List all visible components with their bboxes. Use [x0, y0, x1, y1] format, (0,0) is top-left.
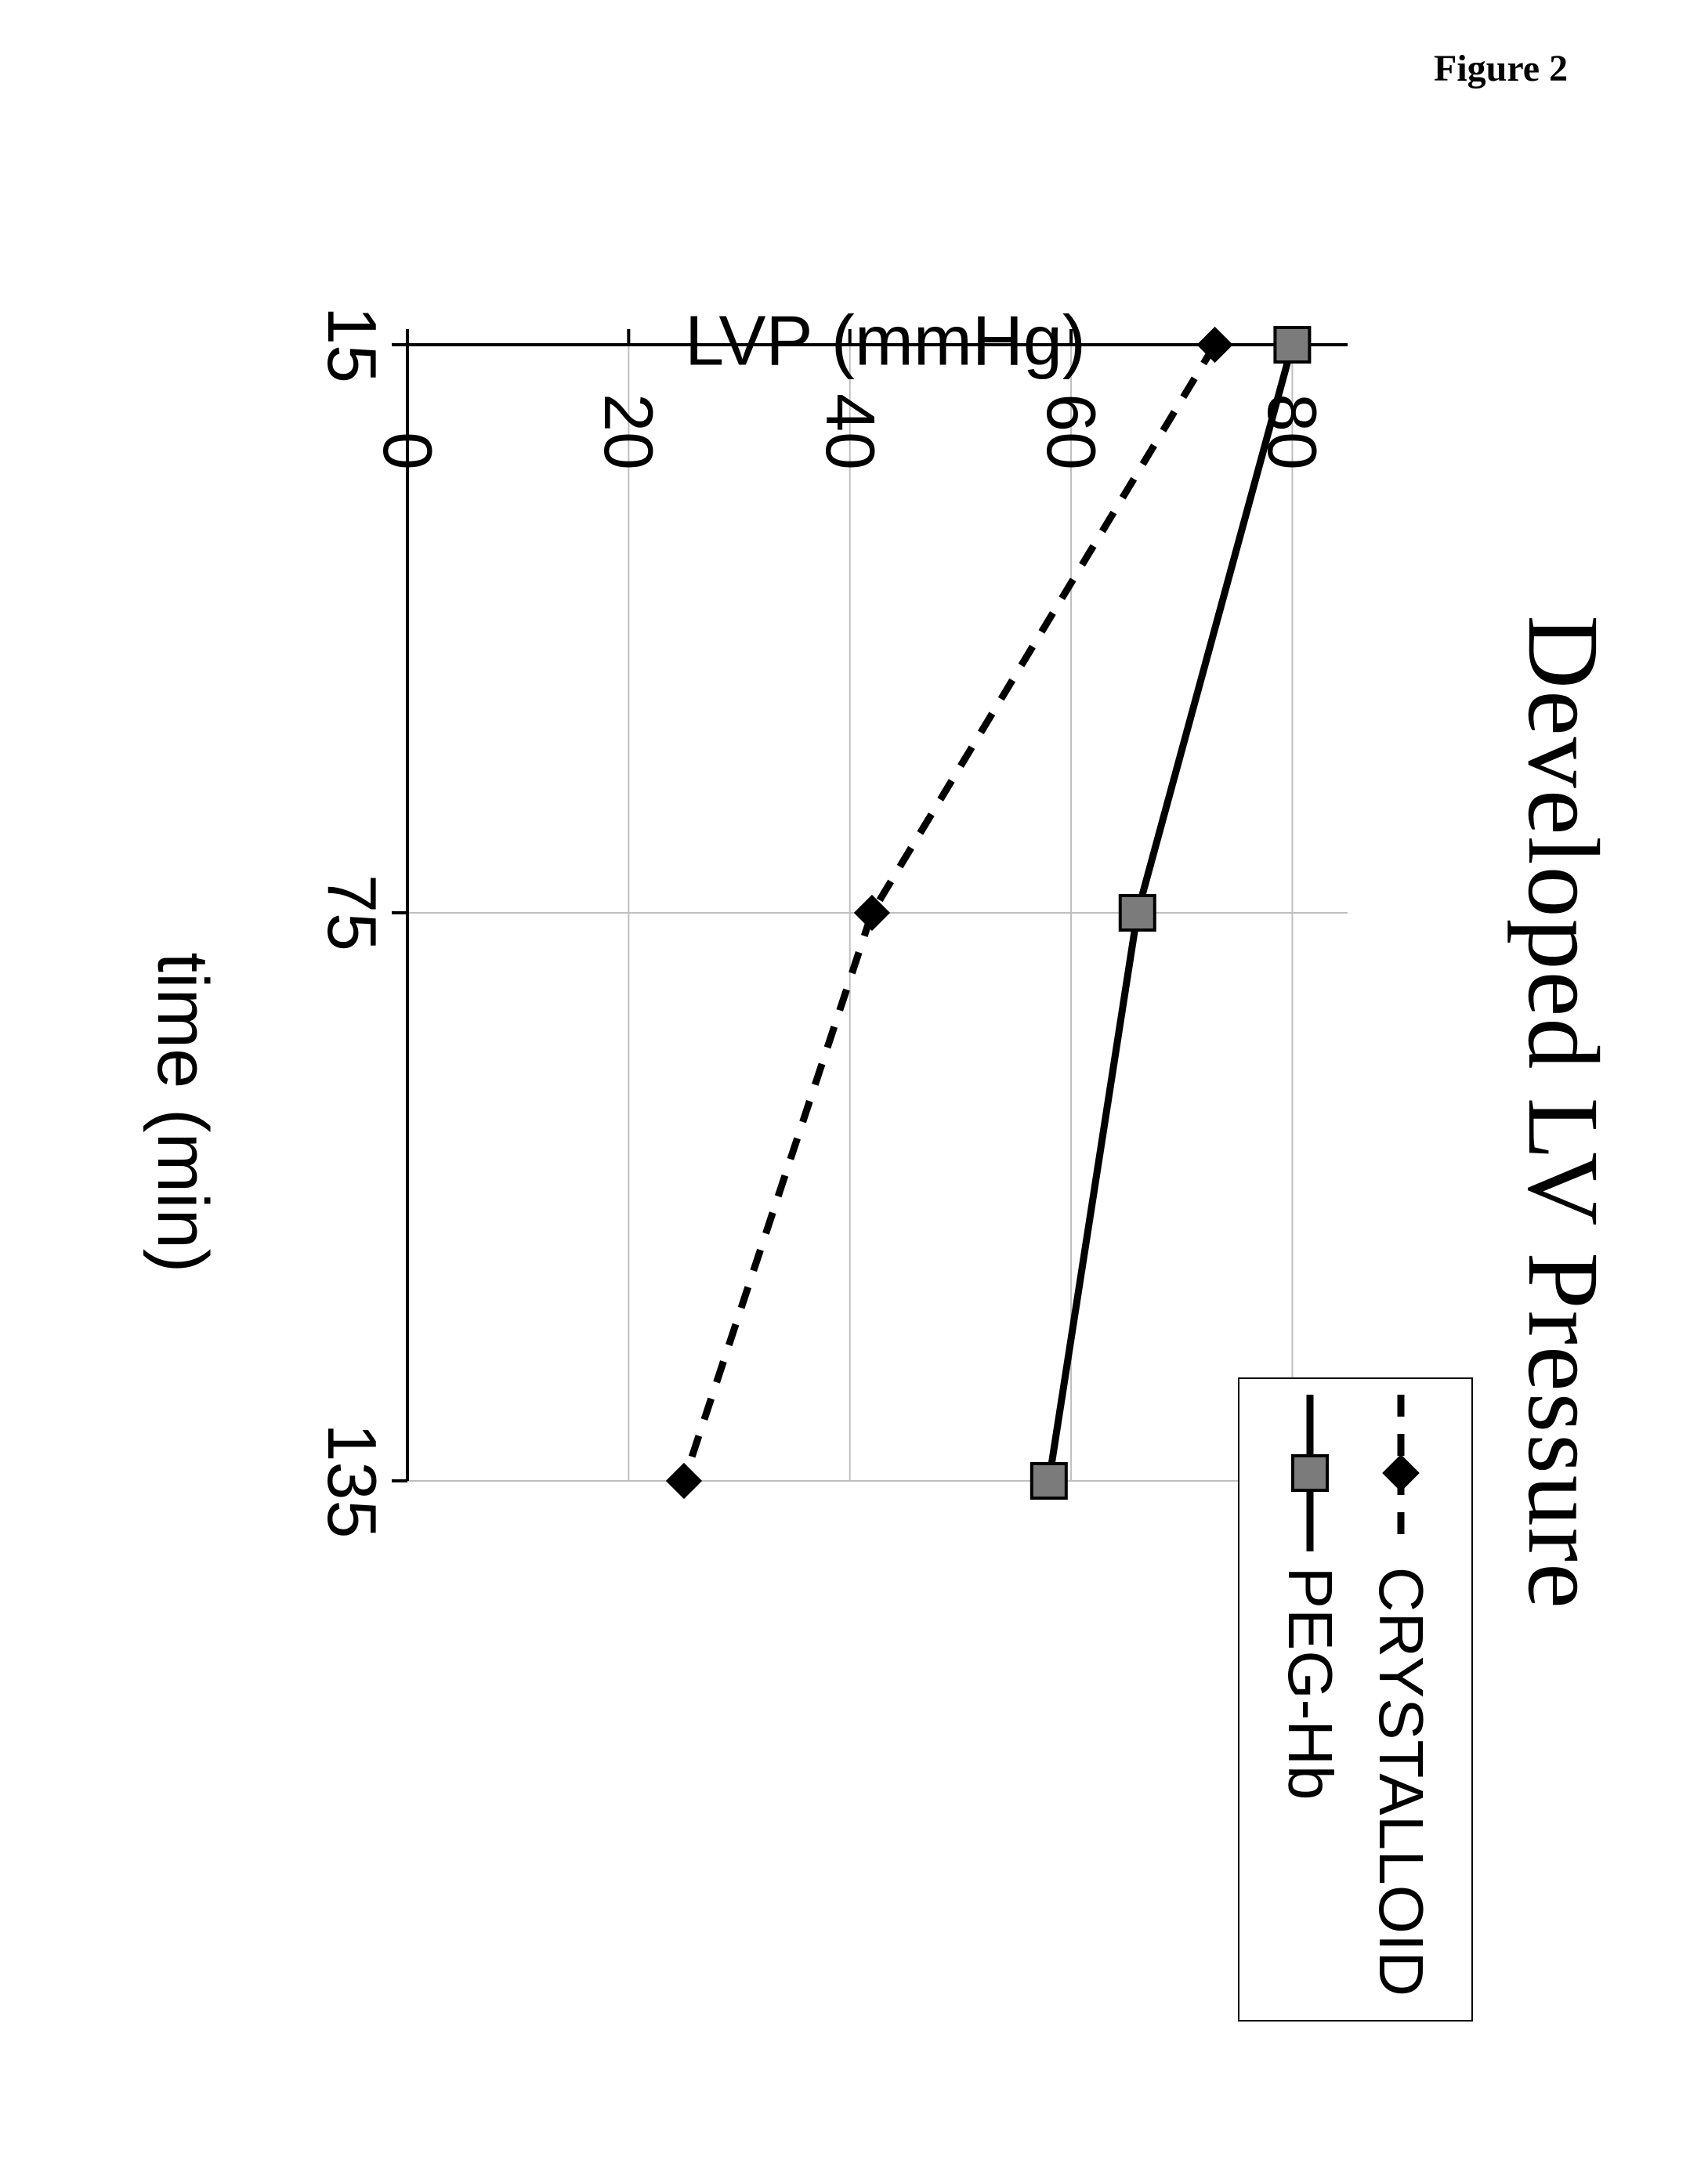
- page: Figure 2 Developed LV Pressure LVP (mmHg…: [0, 0, 1708, 2179]
- chart-title: Developed LV Pressure: [1504, 133, 1622, 2092]
- figure-caption: Figure 2: [1434, 47, 1568, 90]
- y-tick-label: 60: [1031, 345, 1111, 470]
- legend-item: CRYSTALLOID: [1365, 1395, 1437, 1996]
- legend-label: CRYSTALLOID: [1365, 1567, 1437, 1996]
- legend-swatch: [1279, 1395, 1341, 1551]
- legend-swatch: [1370, 1395, 1432, 1551]
- x-tick-label: 15: [312, 306, 392, 383]
- plot-area: LVP (mmHg) time (min) CRYSTALLOIDPEG-Hb …: [298, 172, 1473, 2053]
- x-tick-label: 135: [312, 1424, 392, 1539]
- chart-container: Developed LV Pressure LVP (mmHg) time (m…: [141, 133, 1630, 2092]
- legend: CRYSTALLOID PEG-Hb: [1238, 1377, 1473, 2022]
- legend-label: PEG-Hb: [1274, 1567, 1346, 1801]
- x-axis-label: time (min): [141, 172, 223, 2053]
- y-tick-label: 20: [588, 345, 668, 470]
- y-tick-label: 40: [810, 345, 890, 470]
- y-tick-label: 80: [1252, 345, 1332, 470]
- x-tick-label: 75: [312, 874, 392, 951]
- legend-item: PEG-Hb: [1274, 1395, 1346, 1996]
